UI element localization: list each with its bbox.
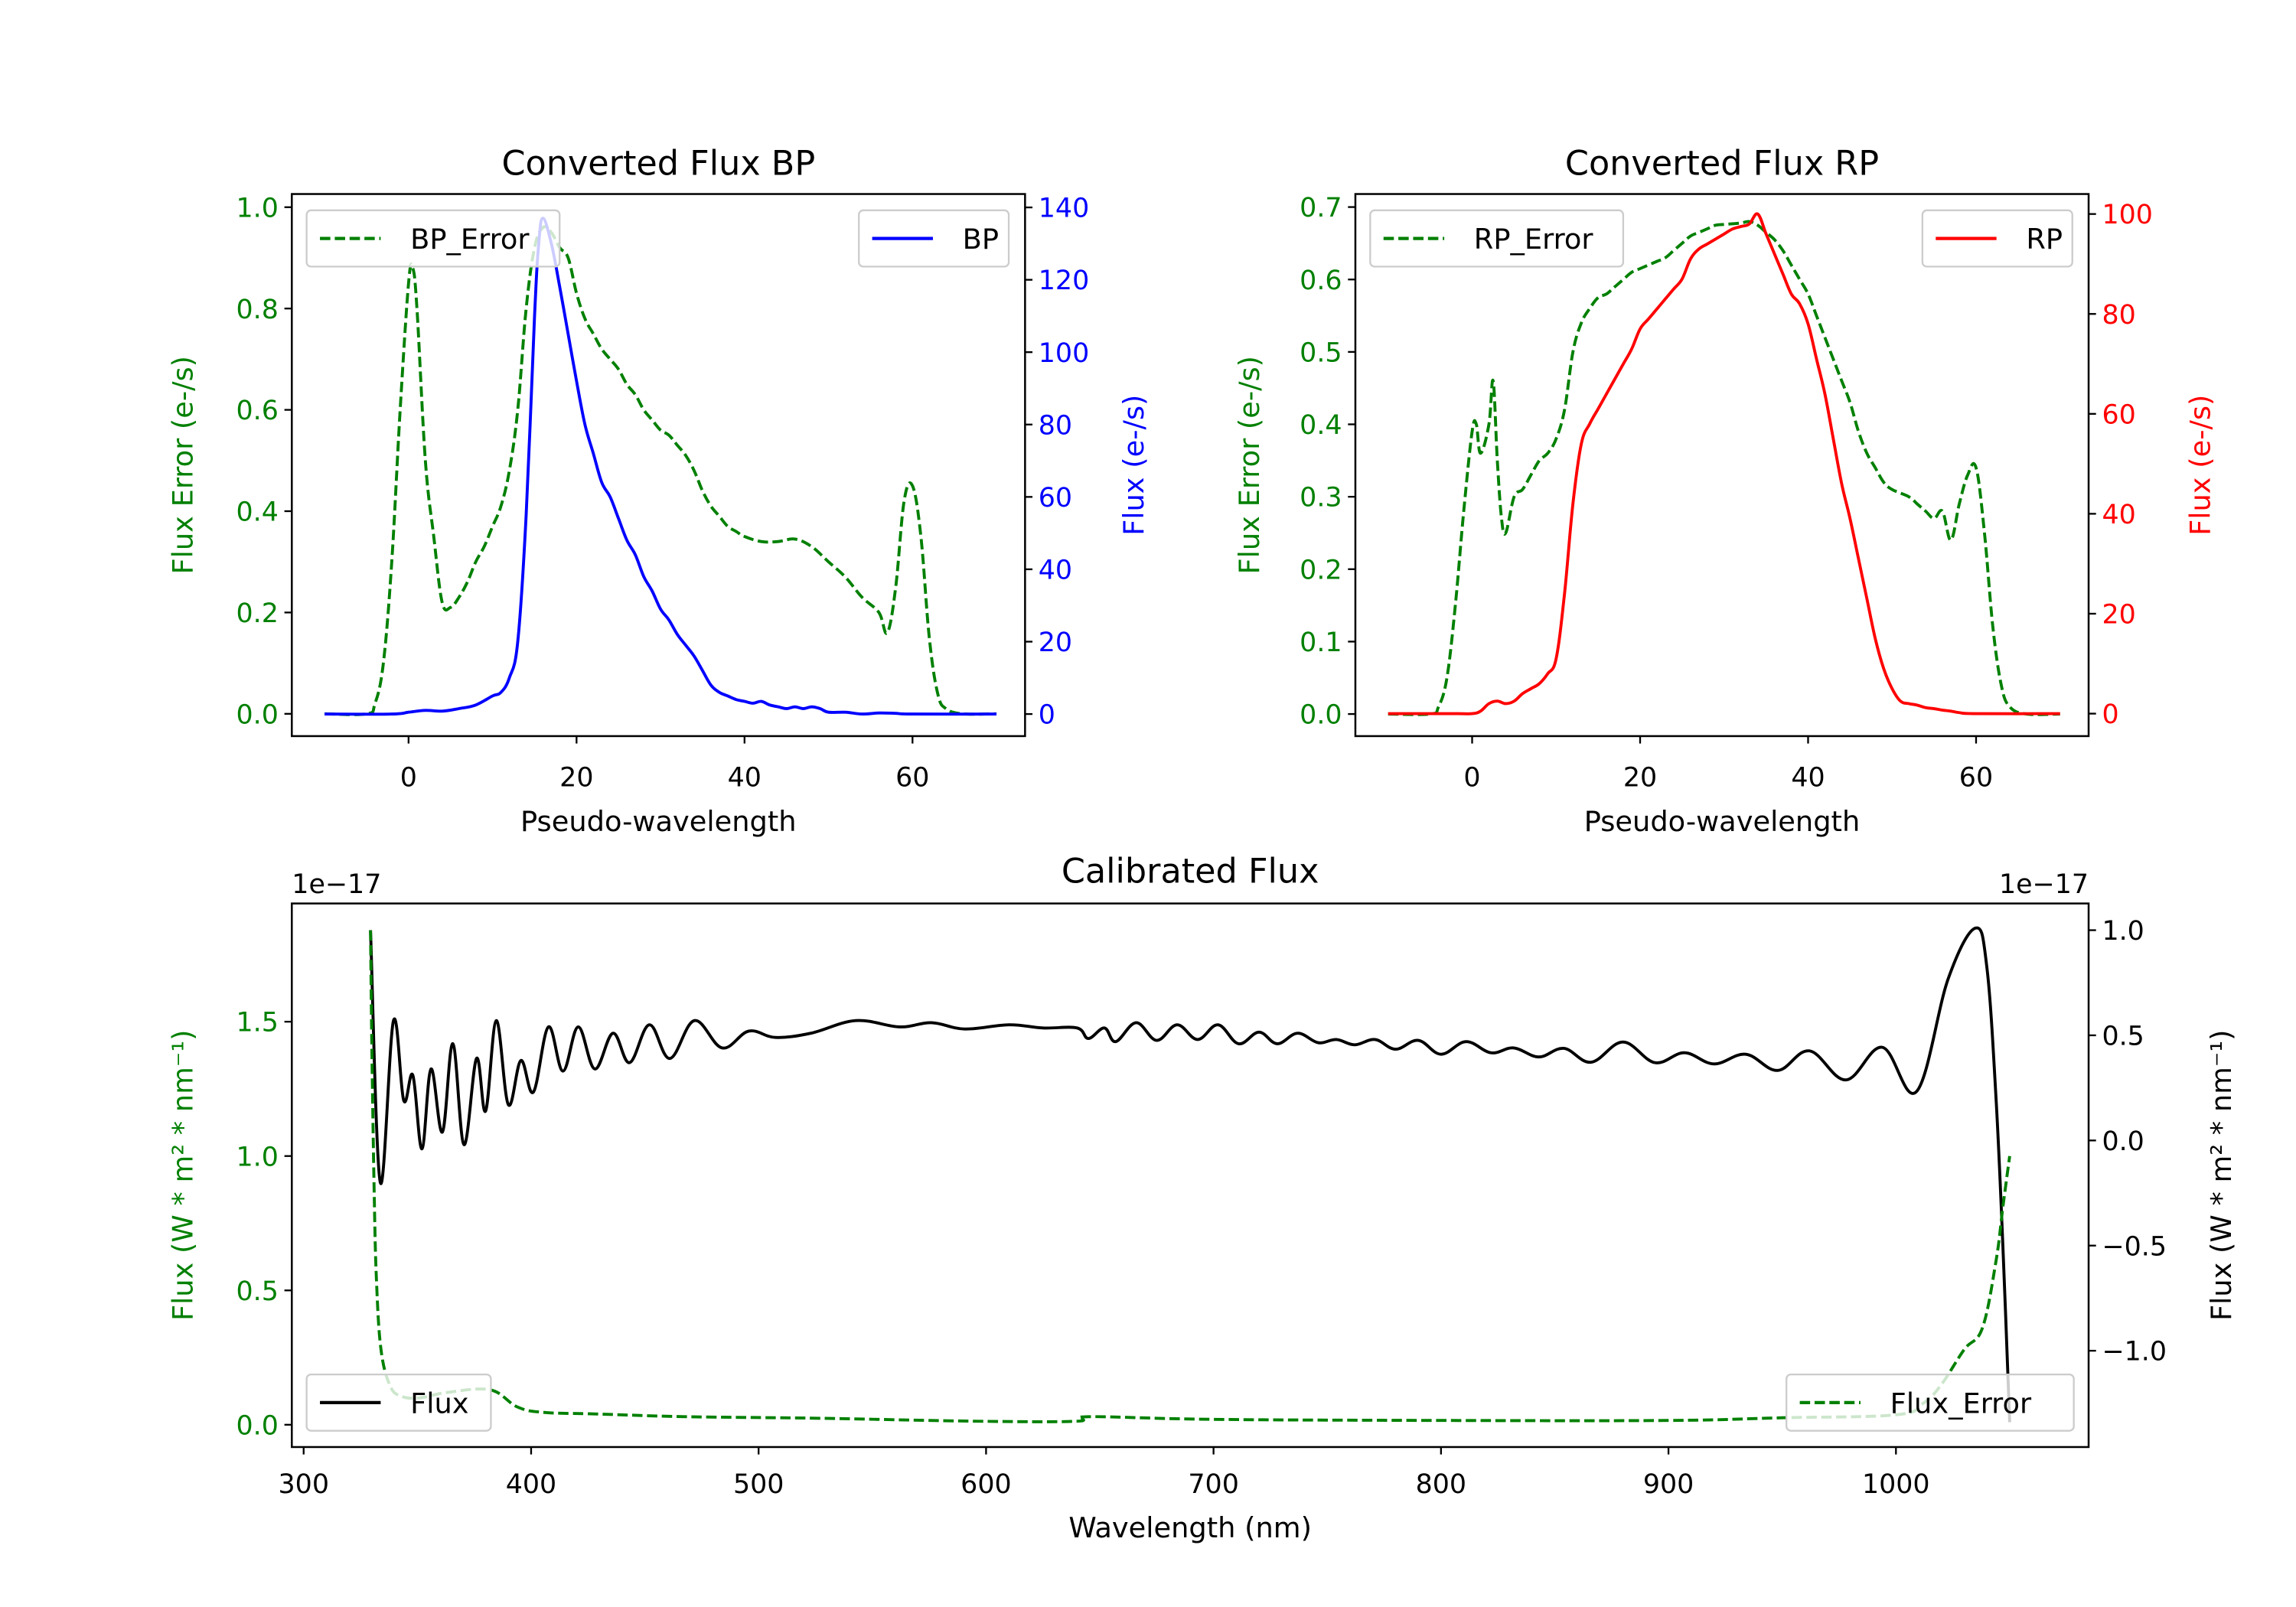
x-tick-label: 40 [728,763,762,794]
legend-box [305,1373,492,1432]
x-tick-label: 900 [1643,1469,1694,1500]
legend-rp-error: RP_Error [1369,209,1625,268]
y-right-tick-label: 1.0 [2102,916,2144,947]
axes-frame [291,902,2090,1449]
legend-label: Flux_Error [1890,1387,2032,1420]
y-left-tick-label: 0.4 [1300,410,1342,441]
legend-bp-error: BP_Error [305,209,561,268]
y-right-tick-label: 80 [2102,300,2135,331]
x-tick-label: 60 [895,763,929,794]
series-line-bp [325,217,997,716]
legend-label: RP [2026,223,2063,256]
x-tick-label: 20 [559,763,593,794]
y-left-tick-label: 0.0 [236,1410,278,1441]
y-right-tick-label: 0 [2102,699,2118,730]
y-left-tick-label: 1.0 [236,1142,278,1172]
y-right-axis-label: Flux (W * m² * nm⁻¹) [2205,1030,2238,1321]
y-left-tick-label: 0.0 [1300,700,1342,731]
y-left-tick-label: 0.1 [1300,627,1342,658]
chart-title: Converted Flux RP [1565,144,1879,183]
y-left-tick-label: 0.6 [1300,266,1342,296]
axes-frame [1354,193,2090,738]
y-right-axis-label: Flux (e-/s) [2184,395,2217,536]
y-left-tick-label: 0.7 [1300,193,1342,223]
y-left-tick-label: 1.0 [236,193,278,223]
series-line-rp-error [1388,220,2060,716]
y-left-axis-label: Flux (W * m² * nm⁻¹) [167,1030,200,1321]
x-tick-label: 40 [1791,763,1825,794]
x-axis-label: Wavelength (nm) [1068,1511,1312,1544]
y-left-tick-label: 0.5 [1300,337,1342,368]
legend-box [1786,1373,2075,1432]
y-left-tick-label: 0.6 [236,396,278,426]
legend-label: BP [963,223,999,256]
y-right-tick-label: 40 [2102,500,2135,530]
series-line-bp-error [325,225,997,716]
y-right-tick-label: 60 [2102,399,2135,430]
x-tick-label: 1000 [1862,1469,1930,1500]
legend-box [858,209,1010,268]
y-right-axis-label: Flux (e-/s) [1117,395,1150,536]
y-right-tick-label: 0 [1039,700,1055,731]
x-tick-label: 0 [400,763,417,794]
legend-box [1369,209,1625,268]
x-tick-label: 60 [1959,763,1993,794]
y-left-tick-label: 0.4 [236,497,278,528]
legend-label: BP_Error [410,223,530,256]
legend-bp: BP [858,209,1010,268]
x-tick-label: 20 [1623,763,1657,794]
y-left-tick-label: 0.8 [236,295,278,325]
x-tick-label: 600 [960,1469,1011,1500]
chart-calibrated-flux: Flux Flux_Error 300 400 500 600 700 800 900 1000 0… [167,852,2238,1544]
y-right-offset-text: 1e−17 [1999,869,2089,900]
y-left-tick-label: 0.2 [1300,555,1342,585]
y-right-tick-label: 60 [1039,483,1072,513]
chart-title: Converted Flux BP [501,144,815,183]
legend-label: RP_Error [1474,223,1594,256]
series-line-rp [1388,212,2060,715]
y-left-tick-label: 0.3 [1300,483,1342,513]
y-right-tick-label: −0.5 [2102,1231,2167,1262]
x-tick-label: 300 [279,1469,329,1500]
legend-flux-error: Flux_Error [1786,1373,2075,1432]
x-tick-label: 500 [733,1469,784,1500]
y-right-tick-label: 0.5 [2102,1022,2144,1052]
y-right-tick-label: 0.0 [2102,1126,2144,1157]
y-left-axis-label: Flux Error (e-/s) [167,356,200,575]
series-line-flux [369,926,2011,1423]
legend-box [1921,209,2073,268]
x-tick-label: 400 [506,1469,556,1500]
legend-rp: RP [1921,209,2073,268]
y-right-tick-label: 80 [1039,410,1072,441]
legend-label: Flux [410,1387,468,1420]
y-right-tick-label: −1.0 [2102,1337,2167,1367]
legend-flux: Flux [305,1373,492,1432]
y-right-tick-label: 140 [1039,194,1089,224]
y-left-tick-label: 0.2 [236,598,278,629]
x-tick-label: 800 [1416,1469,1466,1500]
y-left-tick-label: 1.5 [236,1008,278,1038]
y-right-tick-label: 100 [1039,338,1089,369]
x-tick-label: 0 [1463,763,1480,794]
axes-frame [291,193,1026,738]
y-right-tick-label: 100 [2102,200,2152,230]
x-axis-label: Pseudo-wavelength [1584,805,1861,838]
y-right-tick-label: 40 [1039,556,1072,586]
y-left-tick-label: 0.5 [236,1276,278,1307]
y-right-tick-label: 20 [2102,600,2135,631]
y-left-offset-text: 1e−17 [292,869,381,900]
chart-title: Calibrated Flux [1062,852,1319,892]
y-left-tick-label: 0.0 [236,699,278,730]
y-right-tick-label: 20 [1039,627,1072,658]
y-left-axis-label: Flux Error (e-/s) [1233,356,1266,575]
y-right-tick-label: 120 [1039,266,1089,296]
chart-converted-flux-bp: BP_Error BP 0 20 40 60 0.0 0.2 0.4 0.6 0.8 1.0 0 20 40… [167,144,1151,837]
x-axis-label: Pseudo-wavelength [520,805,797,838]
legend-box [305,209,561,268]
chart-converted-flux-rp: RP_Error RP 0 20 40 60 0.0 0.1 0.2 0.3 0.4 0.5 0.6 0.… [1233,144,2217,837]
x-tick-label: 700 [1188,1469,1238,1500]
